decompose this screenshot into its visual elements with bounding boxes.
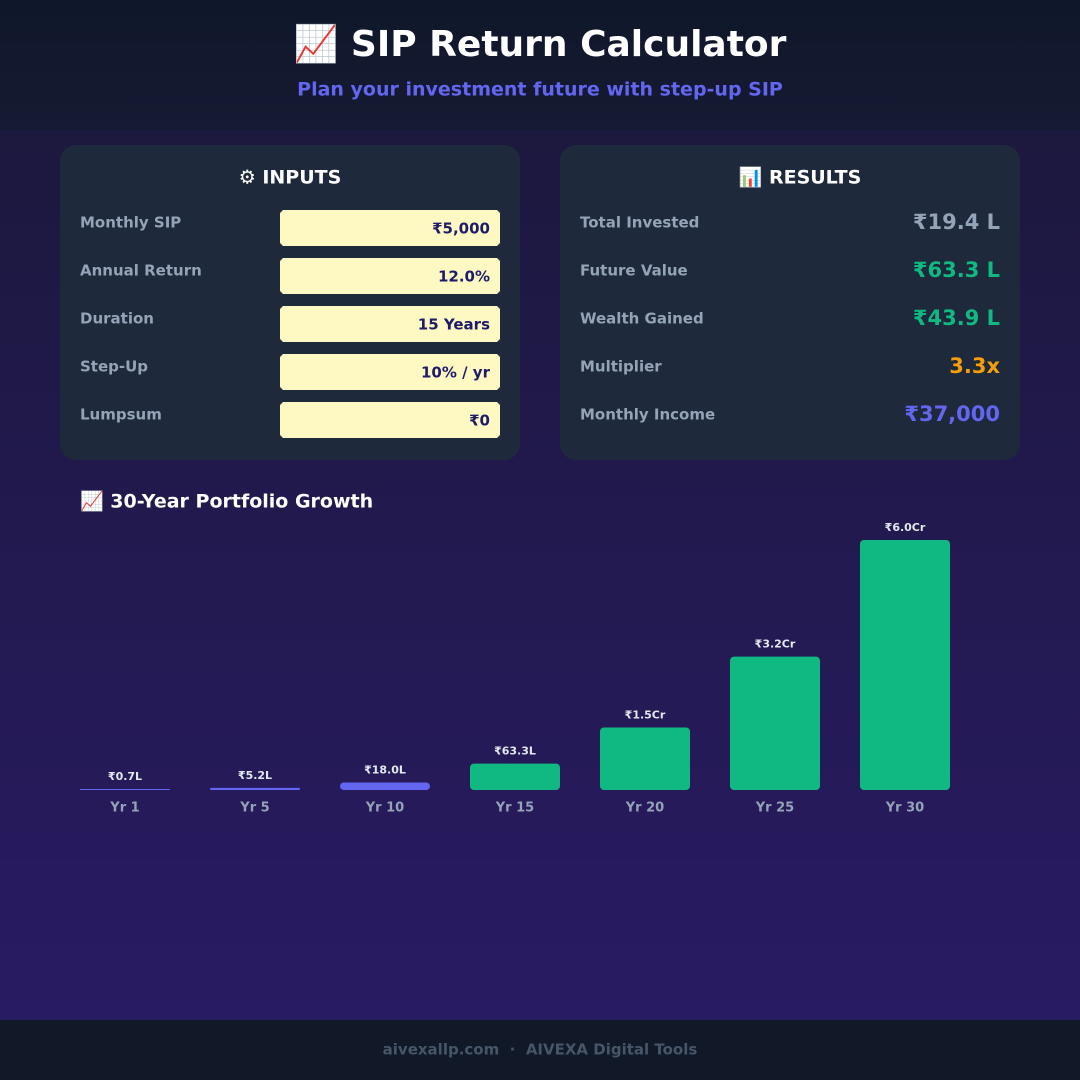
subtitle: Plan your investment future with step-up… <box>297 79 783 101</box>
input-value[interactable]: 15 Years <box>418 316 490 334</box>
x-tick-label: Yr 20 <box>625 801 664 816</box>
input-value[interactable]: 10% / yr <box>421 364 491 382</box>
result-value: ₹37,000 <box>904 402 1000 426</box>
x-tick-label: Yr 1 <box>109 801 139 816</box>
value-label: ₹1.5Cr <box>625 709 666 722</box>
chart-title: 📈 30-Year Portfolio Growth <box>80 490 373 513</box>
bar <box>600 727 690 790</box>
result-value: ₹43.9 L <box>913 306 1000 330</box>
input-label: Annual Return <box>80 262 202 280</box>
value-label: ₹63.3L <box>494 745 536 758</box>
results-title: 📊 RESULTS <box>739 166 862 189</box>
footer-text: aivexallp.com · AIVEXA Digital Tools <box>383 1041 698 1059</box>
input-label: Lumpsum <box>80 406 162 424</box>
inputs-title: ⚙ INPUTS <box>239 167 342 189</box>
x-tick-label: Yr 15 <box>495 801 534 816</box>
input-field[interactable] <box>280 210 500 246</box>
input-field[interactable] <box>280 258 500 294</box>
footer <box>0 1020 1080 1080</box>
value-label: ₹0.7L <box>108 770 142 783</box>
result-label: Monthly Income <box>580 406 715 424</box>
x-tick-label: Yr 5 <box>239 801 269 816</box>
input-value[interactable]: 12.0% <box>438 268 490 286</box>
input-field[interactable] <box>280 402 500 438</box>
result-label: Total Invested <box>580 214 699 232</box>
result-label: Future Value <box>580 262 688 280</box>
input-field[interactable] <box>280 354 500 390</box>
input-label: Step-Up <box>80 358 148 376</box>
header <box>0 0 1080 130</box>
bar <box>860 540 950 790</box>
result-value: ₹63.3 L <box>913 258 1000 282</box>
input-field[interactable] <box>280 306 500 342</box>
result-value: 3.3x <box>949 354 1000 378</box>
value-label: ₹18.0L <box>364 764 406 777</box>
bar <box>340 782 430 790</box>
value-label: ₹5.2L <box>238 769 272 782</box>
results-card <box>560 145 1020 460</box>
bar <box>730 656 820 790</box>
bar <box>210 787 300 790</box>
result-value: ₹19.4 L <box>913 210 1000 234</box>
value-label: ₹6.0Cr <box>885 521 926 534</box>
result-label: Wealth Gained <box>580 310 704 328</box>
x-tick-label: Yr 30 <box>885 801 924 816</box>
input-label: Monthly SIP <box>80 214 181 232</box>
result-label: Multiplier <box>580 358 662 376</box>
title: 📈 SIP Return Calculator <box>294 23 787 65</box>
bar <box>80 789 170 790</box>
value-label: ₹3.2Cr <box>755 638 796 651</box>
bar <box>470 763 560 790</box>
input-label: Duration <box>80 310 154 328</box>
x-tick-label: Yr 10 <box>365 801 404 816</box>
input-value[interactable]: ₹0 <box>469 412 490 430</box>
input-value[interactable]: ₹5,000 <box>432 220 490 238</box>
x-tick-label: Yr 25 <box>755 801 794 816</box>
